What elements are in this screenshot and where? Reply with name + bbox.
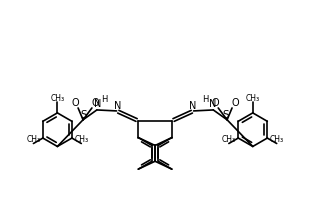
Text: CH₃: CH₃: [26, 135, 40, 144]
Text: H: H: [101, 95, 108, 104]
Text: H: H: [202, 95, 209, 104]
Text: O: O: [91, 98, 99, 108]
Text: CH₃: CH₃: [74, 135, 88, 144]
Text: N: N: [94, 99, 101, 109]
Text: O: O: [212, 98, 219, 108]
Text: N: N: [189, 101, 196, 111]
Text: S: S: [223, 110, 230, 120]
Text: N: N: [209, 99, 216, 109]
Text: CH₃: CH₃: [246, 94, 260, 103]
Text: S: S: [81, 110, 87, 120]
Text: O: O: [71, 98, 79, 108]
Text: CH₃: CH₃: [270, 135, 284, 144]
Text: N: N: [114, 101, 121, 111]
Text: CH₃: CH₃: [50, 94, 65, 103]
Text: CH₃: CH₃: [222, 135, 236, 144]
Text: O: O: [231, 98, 239, 108]
